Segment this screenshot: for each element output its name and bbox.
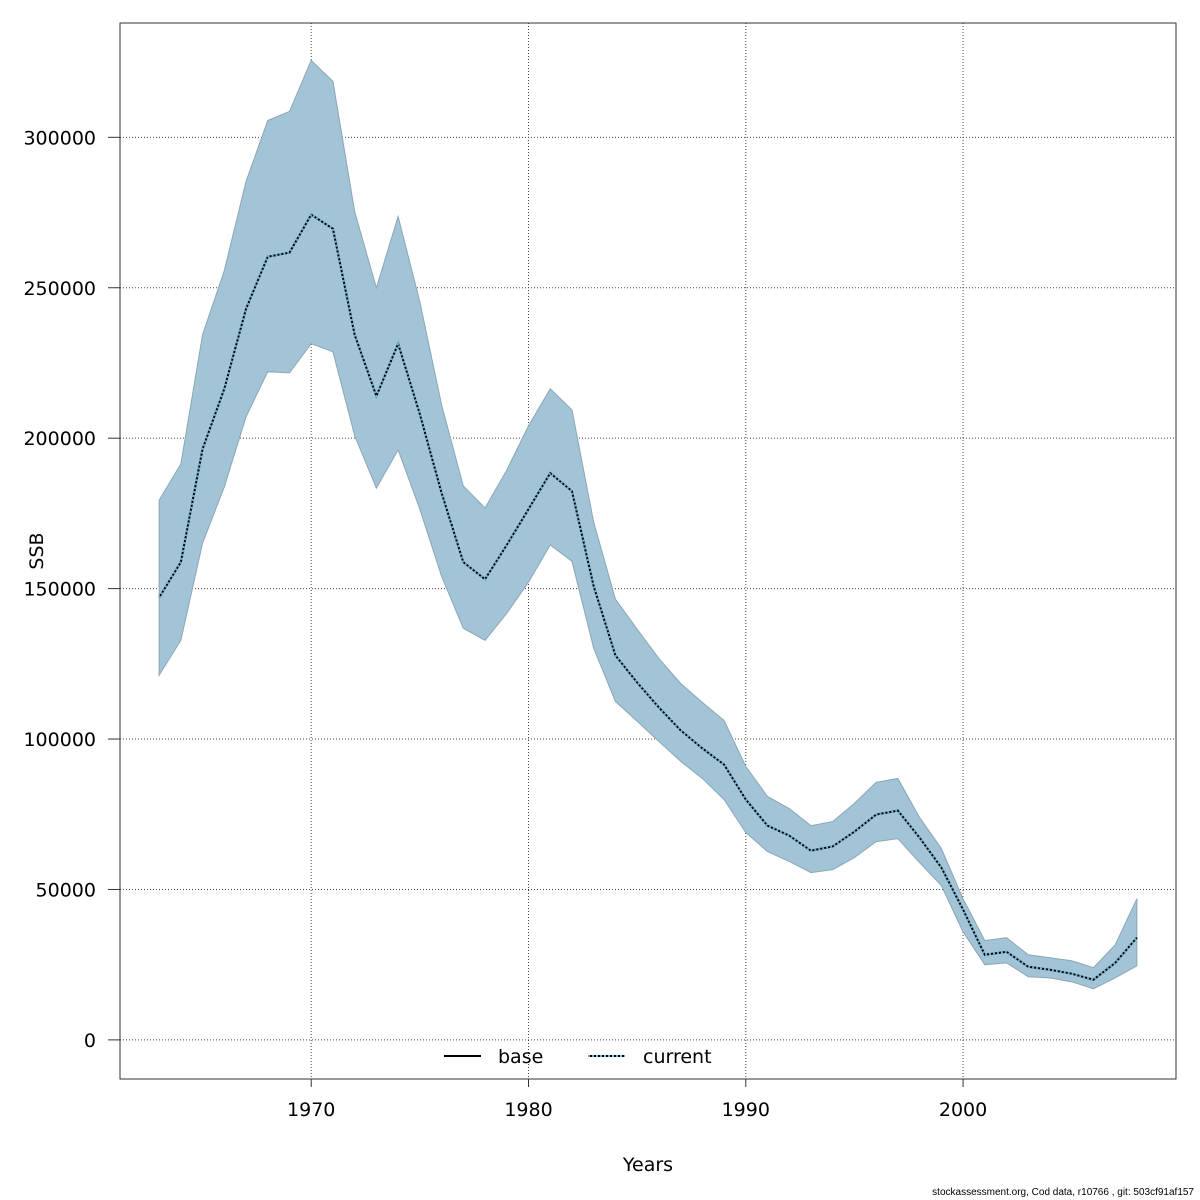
legend-base-label: base xyxy=(498,1046,543,1068)
y-tick-label: 150000 xyxy=(23,579,96,601)
y-axis-label: SSB xyxy=(26,532,48,569)
footer-credit: stockassessment.org, Cod data, r10766 , … xyxy=(932,1187,1194,1198)
legend: base current xyxy=(444,1046,712,1068)
confidence-band xyxy=(158,59,1138,990)
y-tick-label: 100000 xyxy=(23,729,96,751)
x-tick-label: 1990 xyxy=(722,1099,770,1121)
plot-frame xyxy=(119,22,1177,1080)
x-tick-label: 1970 xyxy=(287,1099,335,1121)
x-axis-label: Years xyxy=(622,1154,673,1176)
y-tick-label: 0 xyxy=(84,1030,96,1052)
y-tick-label: 250000 xyxy=(23,278,96,300)
y-tick-label: 50000 xyxy=(36,879,96,901)
x-tick-label: 2000 xyxy=(939,1099,987,1121)
x-tick-label: 1980 xyxy=(504,1099,552,1121)
series-line-base xyxy=(158,213,1138,981)
y-tick-label: 300000 xyxy=(23,127,96,149)
y-tick-label: 200000 xyxy=(23,428,96,450)
legend-current-label: current xyxy=(643,1046,712,1068)
